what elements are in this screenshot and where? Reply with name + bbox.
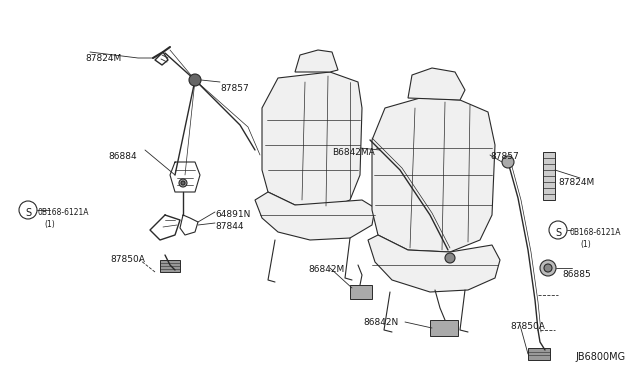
FancyBboxPatch shape <box>350 285 372 299</box>
Polygon shape <box>372 98 495 252</box>
Text: 87844: 87844 <box>215 222 243 231</box>
Circle shape <box>445 253 455 263</box>
Text: 64891N: 64891N <box>215 210 250 219</box>
Text: 87824M: 87824M <box>85 54 121 63</box>
Text: 86842N: 86842N <box>363 318 398 327</box>
Circle shape <box>544 264 552 272</box>
Polygon shape <box>368 235 500 292</box>
Text: (1): (1) <box>44 220 55 229</box>
Text: (1): (1) <box>580 240 591 249</box>
Circle shape <box>549 221 567 239</box>
Circle shape <box>189 74 201 86</box>
FancyBboxPatch shape <box>528 348 550 360</box>
Text: S: S <box>25 208 31 218</box>
Polygon shape <box>262 72 362 208</box>
Text: S: S <box>555 228 561 238</box>
Text: 86884: 86884 <box>108 152 136 161</box>
Text: 86842M: 86842M <box>308 265 344 274</box>
Text: 87850A: 87850A <box>510 322 545 331</box>
Text: 87824M: 87824M <box>558 178 595 187</box>
Text: 87850A: 87850A <box>110 255 145 264</box>
FancyBboxPatch shape <box>430 320 458 336</box>
Circle shape <box>179 179 187 187</box>
Text: JB6800MG: JB6800MG <box>575 352 625 362</box>
Polygon shape <box>295 50 338 72</box>
Circle shape <box>19 201 37 219</box>
Circle shape <box>181 181 185 185</box>
Text: 0B168-6121A: 0B168-6121A <box>570 228 621 237</box>
Polygon shape <box>255 192 375 240</box>
Polygon shape <box>408 68 465 100</box>
FancyBboxPatch shape <box>160 260 180 272</box>
Text: 86885: 86885 <box>562 270 591 279</box>
FancyBboxPatch shape <box>543 152 555 200</box>
Text: 87857: 87857 <box>490 152 519 161</box>
Text: B6842MA: B6842MA <box>332 148 375 157</box>
Text: 0B168-6121A: 0B168-6121A <box>38 208 90 217</box>
Circle shape <box>540 260 556 276</box>
Circle shape <box>502 156 514 168</box>
Text: 87857: 87857 <box>220 84 249 93</box>
